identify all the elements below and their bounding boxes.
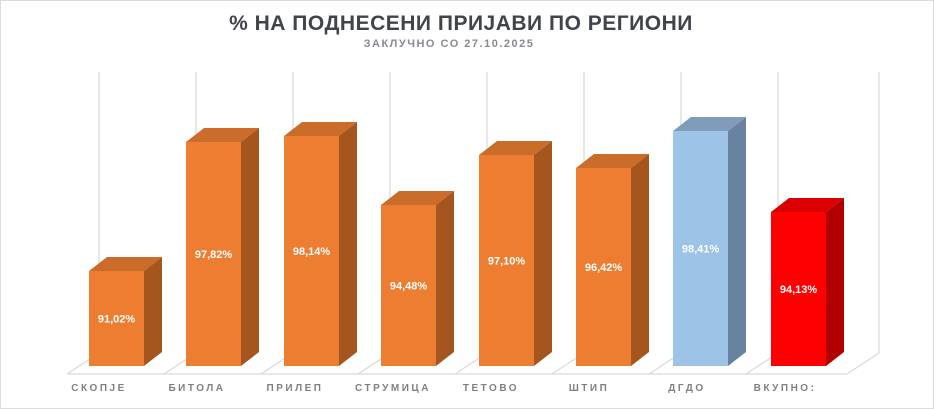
category-label: ТЕТОВО (463, 383, 519, 394)
bar-top-face (771, 198, 844, 212)
bar-value-label: 94,13% (780, 284, 818, 296)
bar-side-face (144, 257, 162, 366)
bar-front-face (771, 212, 826, 366)
category-label: СКОПЈЕ (71, 383, 127, 394)
bar-group-6: 98,41% (673, 117, 746, 366)
bar-side-face (534, 141, 552, 366)
bar-side-face (826, 198, 844, 366)
bar-side-face (631, 154, 649, 366)
category-label: ДГДО (668, 383, 705, 394)
bar-group-1: 97,82% (186, 128, 259, 366)
chart-title: % НА ПОДНЕСЕНИ ПРИЈАВИ ПО РЕГИОНИ (229, 12, 693, 35)
category-label: ВКУПНО: (754, 383, 817, 394)
category-label: ШТИП (569, 383, 610, 394)
bar-side-face (339, 122, 357, 366)
bar-value-label: 98,14% (293, 246, 331, 258)
bar-value-label: 96,42% (585, 262, 623, 274)
category-label: СТРУМИЦА (355, 383, 431, 394)
bar-value-label: 91,02% (98, 314, 136, 326)
bar-top-face (576, 154, 649, 168)
bar-group-7: 94,13% (771, 198, 844, 366)
bar-top-face (89, 257, 162, 271)
bar-side-face (241, 128, 259, 366)
bar-front-face (479, 155, 534, 366)
category-label: ПРИЛЕП (267, 383, 324, 394)
bar-value-label: 97,10% (488, 256, 526, 268)
bar-value-label: 98,41% (682, 244, 720, 256)
bar-group-3: 94,48% (381, 191, 454, 366)
bar-front-face (673, 131, 728, 366)
bar-top-face (186, 128, 259, 142)
bar-group-0: 91,02% (89, 257, 162, 366)
bar-front-face (89, 271, 144, 366)
chart-subtitle: ЗАКЛУЧНО СО 27.10.2025 (363, 38, 535, 50)
category-label: БИТОЛА (168, 383, 225, 394)
bar-top-face (673, 117, 746, 131)
bar-group-4: 97,10% (479, 141, 552, 366)
bar-side-face (436, 191, 454, 366)
bar-front-face (284, 136, 339, 366)
bar-side-face (728, 117, 746, 366)
bar-group-2: 98,14% (284, 122, 357, 366)
bar-front-face (576, 168, 631, 366)
floor-diagonal (846, 352, 880, 375)
bar-top-face (381, 191, 454, 205)
bar-value-label: 94,48% (390, 281, 428, 293)
bar-group-5: 96,42% (576, 154, 649, 366)
bar-value-label: 97,82% (195, 249, 233, 261)
bar-top-face (479, 141, 552, 155)
bar-front-face (186, 142, 241, 366)
bar-top-face (284, 122, 357, 136)
bar-front-face (381, 205, 436, 366)
